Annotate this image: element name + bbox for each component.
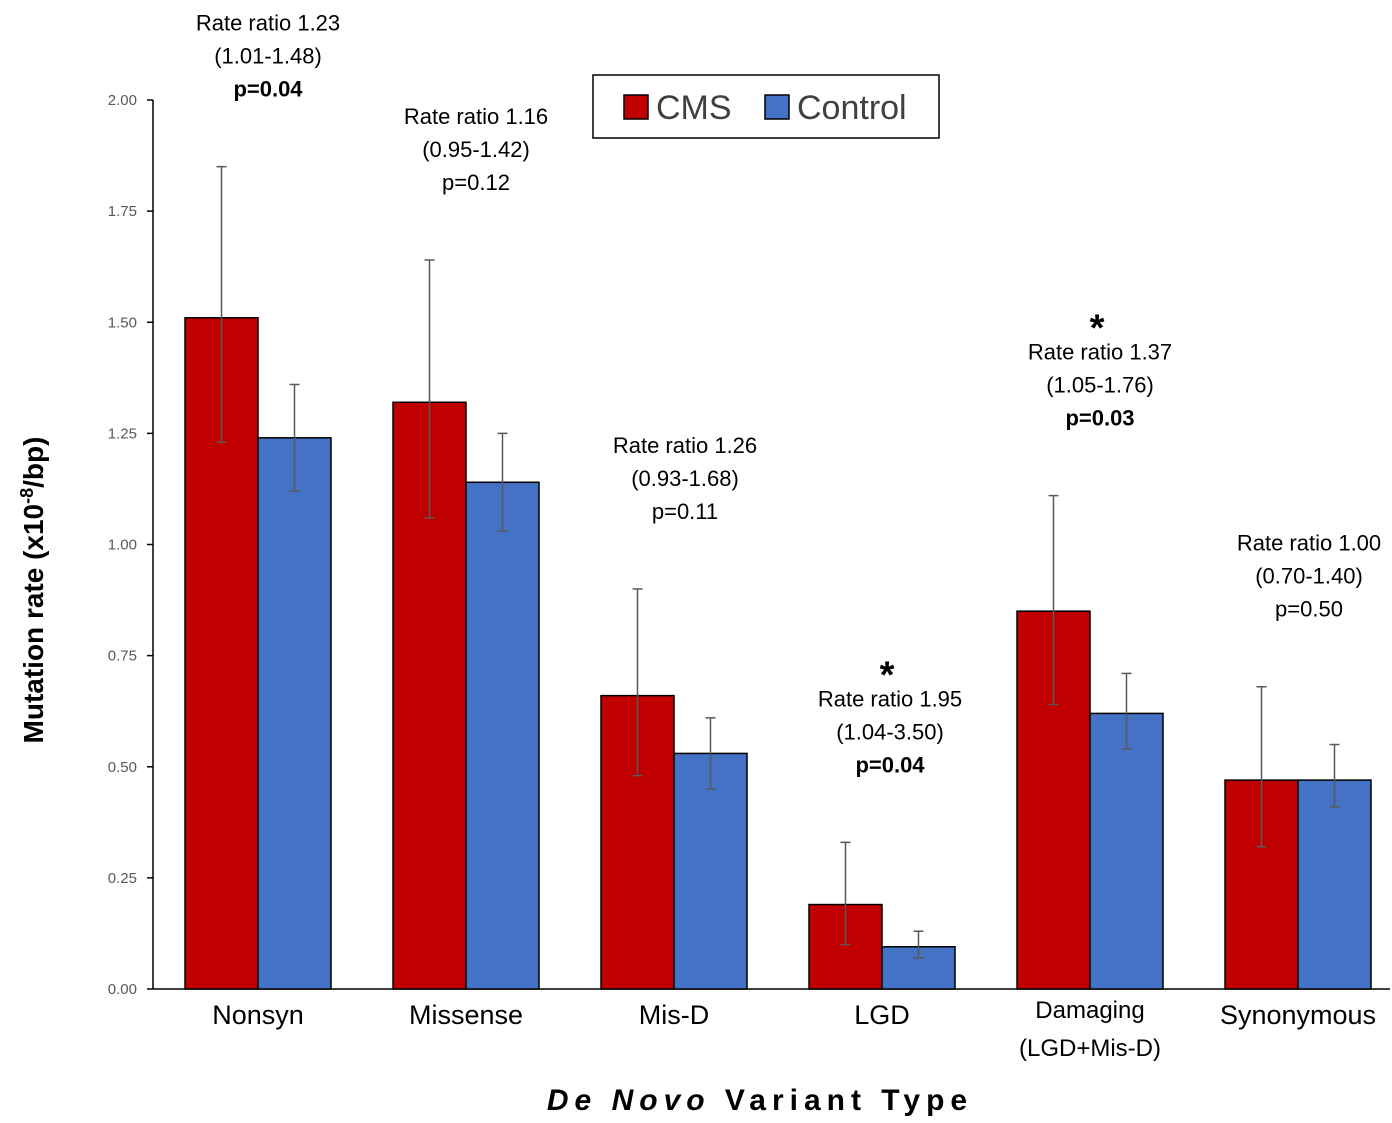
category-label: LGD: [854, 1000, 910, 1030]
rate-ratio-label: Rate ratio 1.00: [1237, 531, 1381, 556]
p-value-label: p=0.04: [855, 752, 925, 777]
bar-control-2: [673, 752, 748, 990]
y-tick-label: 1.50: [108, 314, 137, 331]
y-tick-label: 1.25: [108, 425, 137, 442]
significance-star: *: [258, 0, 273, 21]
bars-layer: [184, 317, 1372, 990]
bar-control-1: [465, 481, 540, 990]
y-tick-label: 0.25: [108, 870, 137, 887]
bar-control-4: [1089, 712, 1164, 990]
category-label: Missense: [409, 1000, 523, 1030]
significance-star: *: [880, 654, 895, 696]
y-tick-label: 0.75: [108, 648, 137, 665]
rate-ratio-label: Rate ratio 1.26: [613, 433, 757, 458]
confidence-interval-label: (0.93-1.68): [631, 466, 739, 491]
bar-cms-2: [600, 694, 675, 990]
confidence-interval-label: (0.70-1.40): [1255, 564, 1363, 589]
p-value-label: p=0.04: [233, 77, 303, 102]
axis-titles: Mutation rate (x10-8/bp) De Novo Variant …: [17, 437, 973, 1117]
legend-label-cms: CMS: [656, 89, 732, 127]
confidence-interval-label: (0.95-1.42): [422, 137, 530, 162]
legend-swatch-cms: [623, 94, 649, 120]
category-labels-layer: Nonsyn Missense Mis-D LGD Damaging (LGD+Mis-D…: [212, 997, 1376, 1062]
bar-control-0: [257, 437, 332, 990]
p-value-label: p=0.03: [1065, 406, 1134, 431]
y-tick-label: 0.00: [108, 981, 137, 998]
category-label: Mis-D: [639, 1000, 709, 1030]
confidence-interval-label: (1.05-1.76): [1046, 373, 1154, 398]
y-axis-title: Mutation rate (x10-8/bp): [17, 437, 49, 744]
axes: 0.00 0.25 0.50 0.75 1.00 1.25 1.50 1.75 2.00: [108, 92, 1390, 998]
legend-label-control: Control: [797, 89, 907, 127]
y-tick-label: 0.50: [108, 759, 137, 776]
y-tick-label: 1.00: [108, 537, 137, 554]
p-value-label: p=0.50: [1275, 597, 1343, 622]
rate-ratio-label: Rate ratio 1.16: [404, 104, 548, 129]
category-label: Synonymous: [1220, 1000, 1376, 1030]
confidence-interval-label: (1.01-1.48): [214, 44, 322, 69]
category-label: Nonsyn: [212, 1000, 304, 1030]
legend: CMS Control: [592, 74, 940, 139]
bar-control-5: [1297, 779, 1372, 990]
x-axis-title: De Novo Variant Type: [547, 1084, 973, 1117]
rate-ratio-label: Rate ratio 1.37: [1028, 340, 1172, 365]
significance-star: *: [1090, 308, 1105, 350]
legend-swatch-control: [764, 94, 790, 120]
y-tick-label: 2.00: [108, 92, 137, 109]
p-value-label: p=0.11: [652, 499, 718, 524]
rate-ratio-label: Rate ratio 1.95: [818, 686, 962, 711]
annotations-layer: Rate ratio 1.23(1.01-1.48)p=0.04*Rate ra…: [196, 0, 1381, 777]
y-tick-label: 1.75: [108, 203, 137, 220]
rate-ratio-label: Rate ratio 1.23: [196, 11, 340, 36]
category-label: (LGD+Mis-D): [1019, 1035, 1161, 1062]
error-bars-layer: [216, 165, 1340, 959]
confidence-interval-label: (1.04-3.50): [836, 719, 944, 744]
p-value-label: p=0.12: [442, 170, 510, 195]
category-label: Damaging: [1035, 997, 1144, 1024]
